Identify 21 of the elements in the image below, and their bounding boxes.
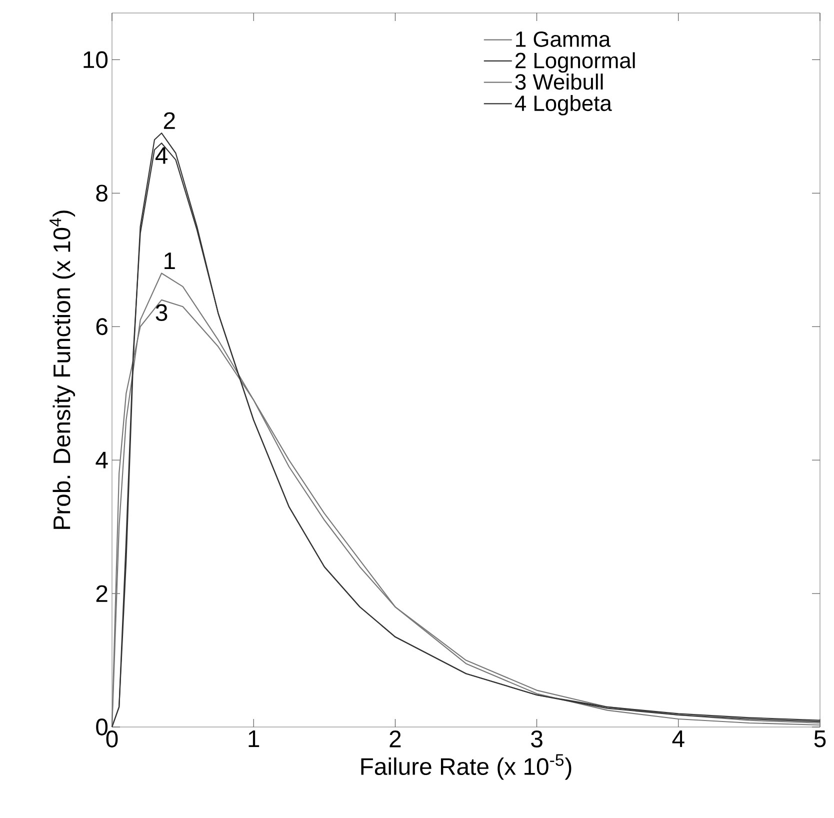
annotation: 3 [156, 304, 168, 322]
legend-label: 3 Weibull [515, 74, 603, 90]
x-tick-label: 5 [814, 730, 826, 748]
x-tick-label: 4 [672, 730, 684, 747]
annotation: 2 [164, 112, 175, 129]
y-tick-label: 0 [96, 718, 108, 736]
y-tick-label: 8 [96, 184, 108, 202]
legend-label: 2 Lognormal [516, 52, 635, 73]
y-tick-label: 2 [96, 585, 108, 602]
y-axis-title: Prob. Density Function (x 10$^{4}$) [50, 210, 76, 529]
x-axis-title: Failure Rate (x 10$^{-5}$) [361, 754, 572, 780]
x-tick-label: 2 [390, 730, 401, 748]
y-tick-label: 4 [96, 452, 108, 468]
x-tick-label: 3 [531, 730, 542, 748]
annotation: 1 [164, 252, 175, 270]
y-tick-label: 10 [84, 51, 108, 68]
annotation: 4 [155, 147, 168, 164]
legend-label: 4 Logbeta [514, 94, 612, 116]
x-tick-label: 1 [248, 730, 260, 747]
y-tick-label: 6 [96, 318, 108, 336]
legend-label: 1 Gamma [516, 31, 611, 47]
